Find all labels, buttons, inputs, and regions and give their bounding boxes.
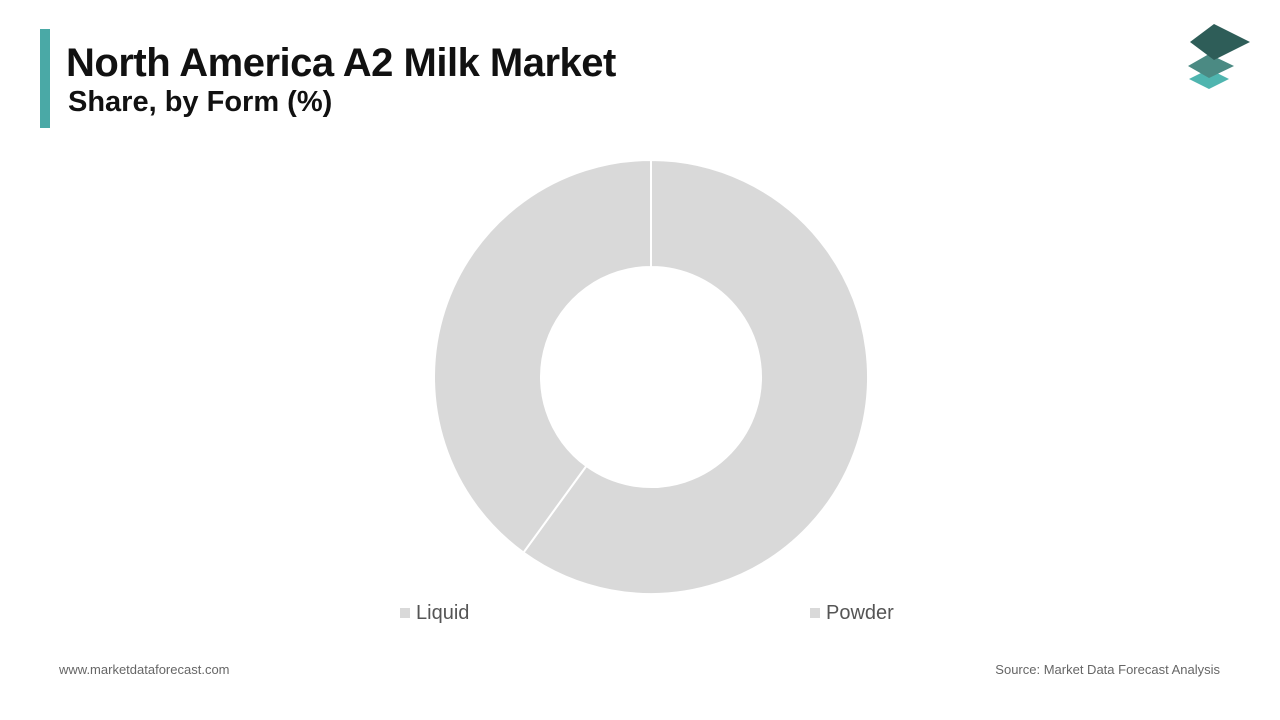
legend-item-liquid: Liquid xyxy=(400,601,469,625)
chart-subtitle: Share, by Form (%) xyxy=(68,86,333,118)
slice-liquid xyxy=(522,158,869,595)
logo-top-layer xyxy=(1190,24,1250,60)
legend-label-liquid: Liquid xyxy=(416,601,470,624)
slice-powder xyxy=(433,158,652,554)
logo-middle-layer xyxy=(1188,54,1234,78)
legend-label-powder: Powder xyxy=(826,601,894,624)
footer-source: Source: Market Data Forecast Analysis xyxy=(995,662,1220,677)
legend-swatch-powder xyxy=(810,608,820,618)
chart-title: North America A2 Milk Market xyxy=(66,41,616,85)
footer-website: www.marketdataforecast.com xyxy=(59,662,230,677)
legend-swatch-liquid xyxy=(400,608,410,618)
legend-item-powder: Powder xyxy=(810,601,894,625)
title-accent-bar xyxy=(40,29,50,128)
layered-diamonds-logo-icon xyxy=(1188,24,1250,89)
logo-bottom-layer xyxy=(1189,69,1229,89)
